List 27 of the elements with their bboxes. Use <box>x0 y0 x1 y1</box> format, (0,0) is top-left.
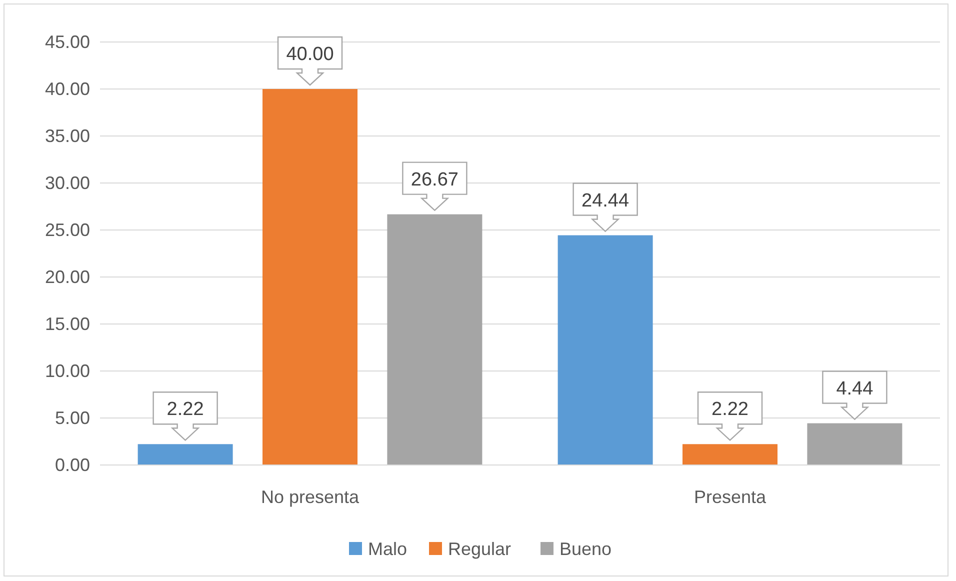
x-tick-label: Presenta <box>694 487 768 507</box>
bar <box>138 444 233 465</box>
y-tick-label: 10.00 <box>44 361 90 381</box>
data-label: 4.44 <box>836 378 874 400</box>
bar <box>682 444 778 465</box>
y-tick-label: 0.00 <box>54 455 90 475</box>
y-tick-label: 15.00 <box>44 314 90 334</box>
bar <box>558 235 653 465</box>
bar <box>387 214 482 465</box>
legend-label: Malo <box>368 539 408 559</box>
bar <box>807 423 902 465</box>
bar <box>262 89 358 465</box>
x-tick-label: No presenta <box>260 487 360 507</box>
legend-label: Bueno <box>560 539 612 559</box>
data-label: 24.44 <box>582 190 630 212</box>
y-tick-label: 35.00 <box>44 126 90 146</box>
data-label: 2.22 <box>712 399 748 420</box>
legend-label: Regular <box>448 539 512 559</box>
y-tick-label: 5.00 <box>54 408 90 428</box>
y-tick-label: 25.00 <box>44 220 90 240</box>
y-tick-label: 40.00 <box>44 79 90 99</box>
data-label: 40.00 <box>286 44 334 65</box>
y-tick-label: 45.00 <box>44 32 90 52</box>
y-tick-label: 20.00 <box>44 267 90 287</box>
y-tick-label: 30.00 <box>44 173 90 193</box>
data-label: 2.22 <box>166 399 204 420</box>
data-label: 26.67 <box>410 169 458 190</box>
